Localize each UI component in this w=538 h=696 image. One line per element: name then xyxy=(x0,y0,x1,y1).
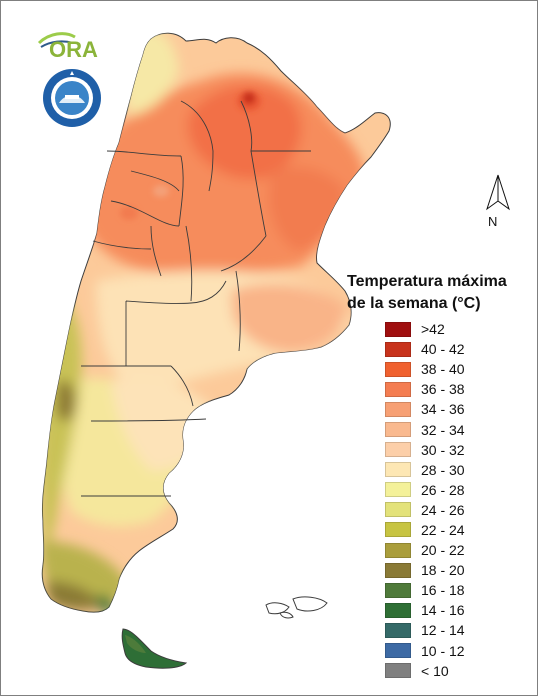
legend-swatch xyxy=(385,582,411,598)
legend-item: 26 - 28 xyxy=(385,480,465,500)
legend-label: 36 - 38 xyxy=(421,381,465,398)
legend-label: 18 - 20 xyxy=(421,562,465,579)
legend-title: Temperatura máxima de la semana (°C) xyxy=(347,271,537,315)
legend-item: 14 - 16 xyxy=(385,600,465,620)
legend-swatch xyxy=(385,502,411,518)
legend-title-line1: Temperatura máxima xyxy=(347,273,507,290)
legend-swatch xyxy=(385,602,411,618)
salta-warm-spot xyxy=(153,185,169,197)
legend-item: 32 - 34 xyxy=(385,419,465,439)
legend-swatch xyxy=(385,422,411,438)
legend-item: < 10 xyxy=(385,661,465,681)
seal-icon xyxy=(41,67,103,129)
legend-swatch xyxy=(385,643,411,659)
legend-swatch xyxy=(385,663,411,679)
legend-label: 24 - 26 xyxy=(421,501,465,518)
legend-item: 38 - 40 xyxy=(385,359,465,379)
pampas-warm-zone xyxy=(231,283,346,353)
legend-title-line2: de la semana (°C) xyxy=(347,295,481,312)
legend-label: 40 - 42 xyxy=(421,341,465,358)
legend-label: 32 - 34 xyxy=(421,421,465,438)
legend-swatch xyxy=(385,361,411,377)
ora-logo: ORA xyxy=(35,29,105,62)
legend-item: 34 - 36 xyxy=(385,399,465,419)
andes-dark-spot xyxy=(56,380,76,422)
hot-spot-halo xyxy=(237,91,261,111)
legend-swatch xyxy=(385,462,411,478)
legend-item: >42 xyxy=(385,319,465,339)
legend-label: 20 - 22 xyxy=(421,542,465,559)
ora-logo-text: ORA xyxy=(49,37,98,61)
legend-swatch xyxy=(385,381,411,397)
tierra-del-fuego-north xyxy=(125,635,146,653)
legend-label: 34 - 36 xyxy=(421,401,465,418)
north-arrow-icon xyxy=(483,173,513,213)
legend-label: 26 - 28 xyxy=(421,481,465,498)
legend-swatch xyxy=(385,442,411,458)
tierra-del-fuego xyxy=(121,628,188,669)
legend-label: 10 - 12 xyxy=(421,642,465,659)
legend-label: >42 xyxy=(421,321,445,338)
legend-item: 40 - 42 xyxy=(385,339,465,359)
north-deep-zone xyxy=(187,84,302,180)
south-dark-olive xyxy=(46,581,101,611)
legend-item: 12 - 14 xyxy=(385,620,465,640)
legend-item: 30 - 32 xyxy=(385,440,465,460)
legend: >42 40 - 42 38 - 40 36 - 38 34 - 36 32 - 34 30… xyxy=(385,319,465,681)
legend-item: 20 - 22 xyxy=(385,540,465,560)
legend-item: 28 - 30 xyxy=(385,460,465,480)
legend-swatch xyxy=(385,622,411,638)
legend-item: 36 - 38 xyxy=(385,379,465,399)
legend-label: 38 - 40 xyxy=(421,361,465,378)
legend-item: 16 - 18 xyxy=(385,580,465,600)
legend-label: 30 - 32 xyxy=(421,441,465,458)
malvinas-islands xyxy=(265,596,328,619)
legend-swatch xyxy=(385,562,411,578)
legend-swatch xyxy=(385,522,411,538)
legend-label: 22 - 24 xyxy=(421,521,465,538)
legend-item: 10 - 12 xyxy=(385,641,465,661)
legend-swatch xyxy=(385,321,411,337)
legend-label: 28 - 30 xyxy=(421,461,465,478)
legend-label: 14 - 16 xyxy=(421,602,465,619)
legend-label: 12 - 14 xyxy=(421,622,465,639)
legend-label: < 10 xyxy=(421,662,449,679)
legend-swatch xyxy=(385,401,411,417)
province-borders xyxy=(81,100,311,497)
legend-swatch xyxy=(385,482,411,498)
north-label: N xyxy=(488,214,498,229)
legend-swatch xyxy=(385,542,411,558)
legend-item: 24 - 26 xyxy=(385,500,465,520)
cordoba-warm-spot xyxy=(120,206,138,220)
legend-swatch xyxy=(385,341,411,357)
legend-item: 18 - 20 xyxy=(385,560,465,580)
legend-label: 16 - 18 xyxy=(421,582,465,599)
legend-item: 22 - 24 xyxy=(385,520,465,540)
